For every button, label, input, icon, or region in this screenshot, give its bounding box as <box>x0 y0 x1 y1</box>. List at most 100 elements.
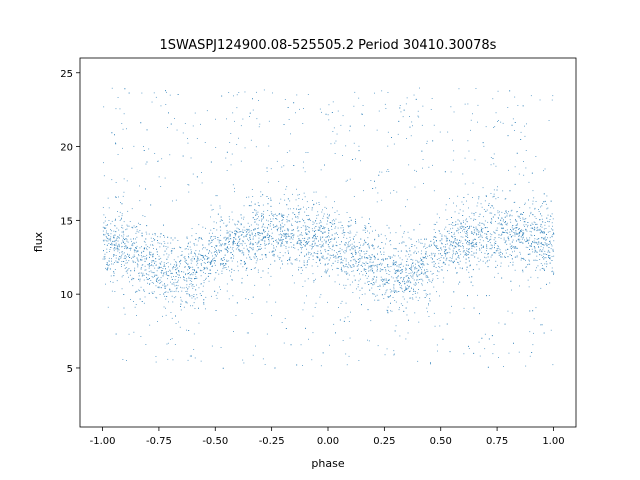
data-point <box>534 249 536 251</box>
data-point <box>328 259 330 261</box>
data-point <box>258 100 259 101</box>
data-point <box>104 220 106 222</box>
data-point <box>257 224 259 226</box>
data-point <box>433 190 435 192</box>
data-point <box>543 228 545 230</box>
data-point <box>123 307 125 309</box>
data-point <box>285 246 287 247</box>
data-point <box>362 105 364 106</box>
data-point <box>527 264 528 266</box>
data-point <box>416 275 418 277</box>
data-point <box>194 308 196 309</box>
data-point <box>374 256 376 258</box>
data-point <box>544 242 546 244</box>
data-point <box>346 237 348 239</box>
data-point <box>132 227 134 229</box>
data-point <box>444 235 446 237</box>
data-point <box>229 142 231 143</box>
data-point <box>455 267 456 269</box>
data-point <box>280 245 281 247</box>
data-point <box>107 306 109 308</box>
data-point <box>160 287 162 289</box>
data-point <box>110 240 111 242</box>
data-point <box>408 256 410 258</box>
data-point <box>176 129 178 131</box>
data-point <box>345 272 347 274</box>
data-point <box>358 247 360 249</box>
data-point <box>364 227 366 228</box>
data-point <box>549 240 551 242</box>
data-point <box>186 280 188 282</box>
data-point <box>399 267 401 268</box>
data-point <box>542 267 544 269</box>
data-point <box>142 274 144 276</box>
data-point <box>170 263 172 265</box>
data-point <box>475 227 477 229</box>
data-point <box>493 239 495 241</box>
data-point <box>199 293 201 295</box>
data-point <box>217 213 219 215</box>
data-point <box>536 260 538 261</box>
data-point <box>161 281 163 283</box>
data-point <box>504 255 506 257</box>
data-point <box>288 235 290 237</box>
data-point <box>553 274 554 275</box>
data-point <box>167 358 169 360</box>
data-point <box>328 235 329 237</box>
data-point <box>359 297 360 299</box>
data-point <box>385 258 386 259</box>
data-point <box>480 235 482 237</box>
data-point <box>256 250 258 252</box>
data-point <box>151 101 153 103</box>
data-point <box>227 237 229 239</box>
data-point <box>115 108 117 110</box>
data-point <box>235 230 237 232</box>
data-point <box>226 118 227 120</box>
data-point <box>531 243 532 245</box>
data-point <box>365 226 367 228</box>
data-point <box>264 242 266 244</box>
data-point <box>255 256 257 258</box>
data-point <box>458 249 460 251</box>
data-point <box>346 273 348 275</box>
data-point <box>414 271 416 273</box>
data-point <box>282 230 283 232</box>
data-point <box>345 302 347 304</box>
data-point <box>509 219 511 221</box>
data-point <box>312 243 313 245</box>
data-point <box>529 207 531 209</box>
data-point <box>417 270 419 272</box>
data-point <box>259 245 261 247</box>
data-point <box>383 247 385 249</box>
data-point <box>533 221 535 223</box>
data-point <box>232 279 233 281</box>
data-point <box>478 268 480 270</box>
data-point <box>521 229 522 231</box>
data-point <box>144 269 146 271</box>
data-point <box>511 209 513 211</box>
data-point <box>144 247 145 249</box>
data-point <box>306 241 308 243</box>
data-point <box>445 253 447 255</box>
data-point <box>510 236 512 238</box>
data-point <box>134 306 136 308</box>
data-point <box>194 273 196 275</box>
data-point <box>532 344 534 346</box>
data-point <box>490 164 492 166</box>
data-point <box>196 277 198 279</box>
data-point <box>192 274 194 276</box>
data-point <box>486 245 488 247</box>
data-point <box>113 237 115 239</box>
data-point <box>433 223 435 225</box>
data-point <box>388 227 390 229</box>
data-point <box>111 230 112 232</box>
data-point <box>364 253 366 255</box>
data-point <box>272 224 274 226</box>
data-point <box>102 239 104 241</box>
data-point <box>260 233 262 234</box>
data-point <box>433 124 435 126</box>
data-point <box>268 198 269 199</box>
data-point <box>272 215 274 216</box>
data-point <box>193 302 195 304</box>
data-point <box>354 258 356 260</box>
